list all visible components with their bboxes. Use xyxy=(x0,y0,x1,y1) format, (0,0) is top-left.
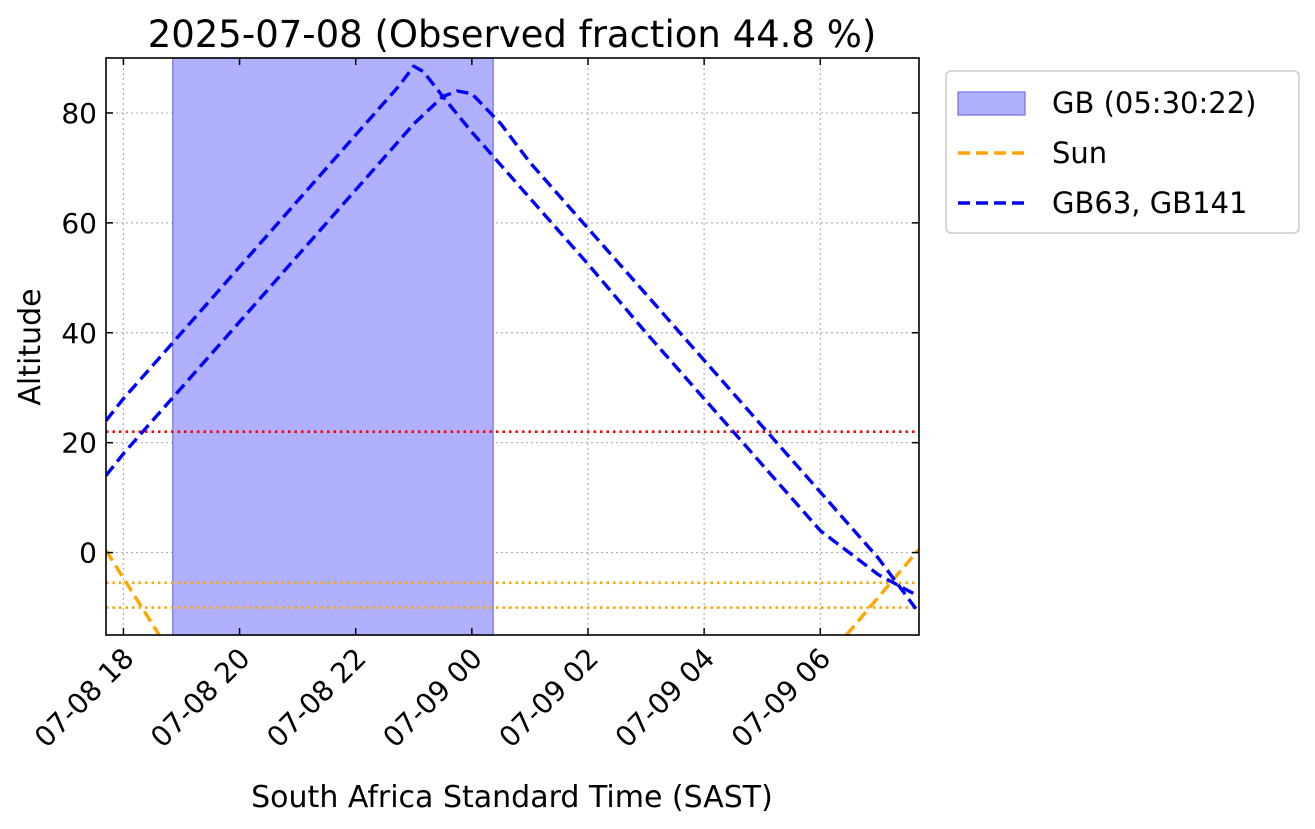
y-tick-label: 80 xyxy=(61,97,97,130)
legend-box xyxy=(945,70,1300,234)
legend-label: GB63, GB141 xyxy=(1052,186,1247,220)
series-line-sun xyxy=(845,548,919,635)
series-group xyxy=(106,64,919,635)
series-line-gb141 xyxy=(106,89,919,615)
y-axis-label: Altitude xyxy=(13,288,48,405)
y-tick-label: 0 xyxy=(79,537,97,570)
plot-area xyxy=(106,57,919,636)
series-line-sun xyxy=(106,549,161,635)
x-tick-label: 07-08 22 xyxy=(260,642,372,754)
legend-label: GB (05:30:22) xyxy=(1052,86,1256,120)
y-tick-label: 20 xyxy=(61,427,97,460)
legend-label: Sun xyxy=(1052,136,1107,170)
plot-frame xyxy=(105,57,920,636)
chart-title: 2025-07-08 (Observed fraction 44.8 %) xyxy=(148,13,877,56)
legend-swatch-window xyxy=(957,91,1026,116)
legend: GB (05:30:22) Sun GB63, GB141 xyxy=(945,70,1300,234)
x-tick-label: 07-09 04 xyxy=(609,642,721,754)
x-tick-label: 07-09 06 xyxy=(725,642,837,754)
observed-window-span xyxy=(172,57,494,636)
x-tick-label: 07-09 02 xyxy=(493,642,605,754)
y-tick-label: 60 xyxy=(61,207,97,240)
x-tick-label: 07-09 00 xyxy=(376,642,488,754)
x-axis-label: South Africa Standard Time (SAST) xyxy=(251,780,773,815)
x-tick-label: 07-08 20 xyxy=(144,642,256,754)
x-tick-label: 07-08 18 xyxy=(28,642,140,754)
y-tick-label: 40 xyxy=(61,317,97,350)
